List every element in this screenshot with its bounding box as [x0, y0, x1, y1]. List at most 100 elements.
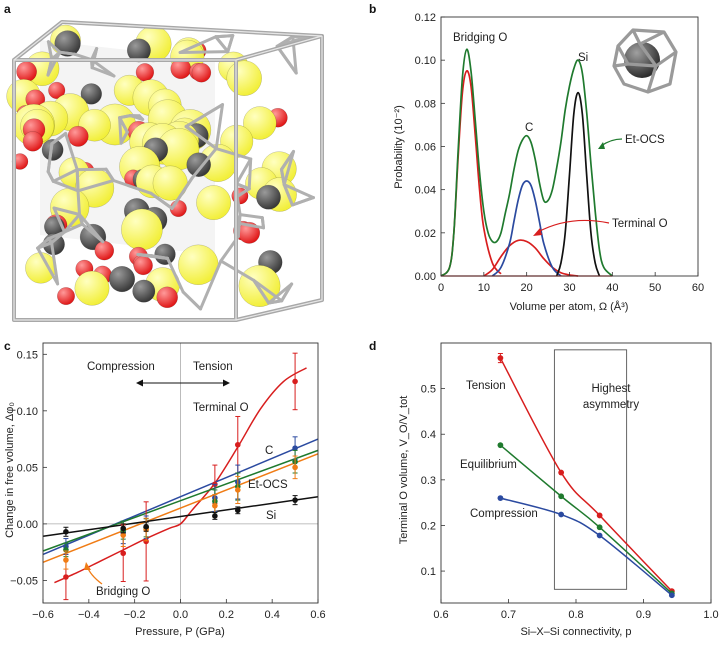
a-voronoi-edge — [46, 40, 62, 54]
d-xtick-label: 0.8 — [568, 609, 583, 621]
a-atom-silicon — [121, 208, 163, 251]
c-point-bridging-o — [292, 464, 298, 471]
panel-letter-d: d — [369, 339, 376, 353]
a-voronoi-edge — [235, 157, 253, 186]
a-voronoi-edge — [184, 103, 224, 128]
c-point-si — [234, 507, 241, 514]
panel-b-chart: 0 10 20 30 40 50 60 0.00 0.02 0.04 0.06 0.08 0.10 0.1… — [393, 12, 704, 313]
b-inset-cage-edge — [627, 62, 657, 68]
a-voronoi-edge — [52, 206, 66, 234]
d-curve-tension — [499, 357, 673, 592]
c-xtick-label: 0.2 — [219, 609, 234, 621]
a-voronoi-edge — [119, 130, 129, 145]
a-voronoi-edge — [90, 58, 116, 78]
a-voronoi-edge — [50, 132, 68, 146]
b-xtick-label: 0 — [438, 282, 444, 294]
d-xlabel: Si–X–Si connectivity, p — [520, 626, 631, 638]
d-asymmetry-box — [553, 349, 628, 590]
c-annot-bridging-o: Bridging O — [96, 586, 150, 598]
b-annot-terminal-o: Terminal O — [612, 218, 668, 230]
panel-letter-b: b — [369, 2, 376, 16]
a-voronoi-edge — [290, 196, 315, 207]
a-voronoi-edge — [136, 253, 154, 258]
a-atom-carbon — [41, 139, 64, 161]
d-point-tension — [596, 512, 603, 519]
a-voronoi-edge — [282, 150, 295, 187]
c-point-bridging-o — [63, 557, 69, 563]
b-xtick-label: 40 — [606, 282, 618, 294]
a-voronoi-edge — [76, 189, 81, 216]
a-voronoi-edge — [47, 230, 66, 241]
a-voronoi-edge — [170, 176, 194, 210]
b-series-et-ocs — [440, 48, 613, 277]
a-atom-silicon — [74, 270, 110, 306]
d-curve-compression — [500, 497, 673, 596]
d-ytick-label: 0.2 — [421, 520, 436, 532]
c-xtick-label: −0.2 — [124, 609, 146, 621]
d-xtick-label: 0.9 — [636, 609, 651, 621]
c-point-si — [143, 523, 149, 530]
c-ytick-label: 0.00 — [17, 519, 38, 531]
d-annot-compression: Compression — [470, 508, 538, 520]
a-voronoi-edge — [214, 103, 224, 151]
d-ytick-label: 0.5 — [421, 384, 436, 396]
b-arrow-terminal-o — [537, 219, 610, 233]
b-ytick-label: 0.00 — [415, 271, 436, 283]
a-voronoi-edge — [78, 213, 105, 244]
c-point-terminal-o — [234, 441, 241, 448]
d-point-compression — [668, 592, 675, 599]
c-annot-compression: Compression — [87, 361, 155, 373]
b-series-bridging-o — [440, 70, 502, 277]
a-voronoi-edge — [36, 246, 60, 286]
c-xtick-label: −0.4 — [78, 609, 100, 621]
a-voronoi-edge — [51, 179, 80, 193]
a-voronoi-edge — [267, 282, 294, 305]
d-point-equilibrium — [558, 493, 565, 500]
a-voronoi-edge — [118, 114, 132, 120]
c-point-c — [292, 445, 298, 451]
panel-d-chart: 0.6 0.7 0.8 0.9 1.0 0.1 0.2 0.3 0.4 0.5 Si–X–Si c… — [398, 342, 719, 638]
a-voronoi-edge — [184, 125, 218, 151]
a-voronoi-edge — [178, 50, 230, 54]
b-inset-atom — [624, 42, 660, 78]
a-voronoi-edge — [52, 206, 81, 216]
a-voronoi-edge — [46, 40, 54, 61]
a-voronoi-edge — [235, 182, 251, 191]
a-voronoi-edge — [236, 221, 265, 230]
d-point-compression — [558, 511, 565, 518]
b-arrow-terminal-o-head — [533, 228, 542, 236]
a-atom-oxygen — [67, 125, 89, 147]
a-voronoi-edge — [280, 282, 294, 303]
d-ylabel: Terminal O volume, V_O/V_tot — [398, 396, 410, 545]
a-voronoi-edge — [236, 213, 242, 239]
c-ytick-label: 0.10 — [17, 406, 38, 418]
c-ytick-label: 0.15 — [17, 349, 38, 361]
a-voronoi-edge — [247, 157, 253, 191]
c-point-bridging-o — [234, 487, 241, 493]
a-atom-carbon — [154, 243, 176, 265]
d-annot-asymmetry-1: Highest — [592, 383, 632, 395]
b-xtick-label: 30 — [563, 282, 575, 294]
c-annot-si: Si — [266, 510, 276, 522]
d-point-compression — [596, 532, 603, 539]
c-annot-terminal-o: Terminal O — [193, 402, 249, 414]
b-inset-cage-frame — [612, 28, 678, 94]
a-voronoi-edge — [75, 168, 80, 193]
d-ytick-label: 0.4 — [421, 429, 436, 441]
b-inset-cage-outline — [612, 28, 678, 94]
panel-letter-c: c — [4, 339, 11, 353]
a-voronoi-edge — [51, 168, 79, 183]
a-voronoi-edge — [190, 147, 218, 180]
c-xtick-label: 0.4 — [265, 609, 280, 621]
c-point-terminal-o — [120, 550, 127, 557]
a-voronoi-edge — [181, 290, 202, 311]
panel-a-structure — [6, 20, 324, 322]
a-atom-oxygen — [57, 287, 75, 306]
a-cube-top-edges-highlight — [13, 21, 323, 61]
panel-letter-a: a — [4, 2, 11, 16]
d-point-equilibrium — [596, 524, 603, 531]
a-atom-oxygen — [16, 61, 37, 83]
d-xtick-label: 0.6 — [433, 609, 448, 621]
c-ytick-label: −0.05 — [10, 575, 38, 587]
